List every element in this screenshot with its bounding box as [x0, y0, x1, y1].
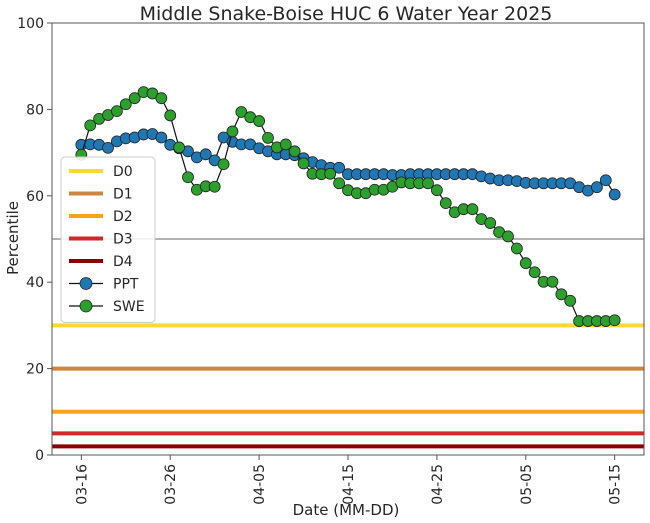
chart-title: Middle Snake-Boise HUC 6 Water Year 2025 — [140, 3, 553, 25]
point-swe-23 — [279, 138, 292, 151]
y-tick-label-80: 80 — [26, 102, 44, 118]
point-swe-60 — [608, 314, 621, 327]
point-swe-41 — [439, 197, 452, 210]
y-tick-label-40: 40 — [26, 275, 44, 291]
point-swe-4 — [110, 105, 123, 118]
point-swe-49 — [510, 242, 523, 255]
point-swe-25 — [297, 157, 310, 170]
point-swe-55 — [564, 294, 577, 307]
x-tick-label-04-15: 04-15 — [341, 464, 357, 505]
point-ppt-29 — [333, 161, 346, 174]
y-axis-label: Percentile — [4, 201, 22, 275]
point-swe-17 — [226, 125, 239, 138]
legend-label-ppt: PPT — [113, 277, 139, 293]
point-swe-51 — [528, 266, 541, 279]
point-swe-24 — [288, 145, 301, 158]
legend-label-d4: D4 — [113, 254, 133, 270]
legend-label-d3: D3 — [113, 232, 133, 248]
point-swe-15 — [208, 180, 221, 193]
point-swe-10 — [164, 109, 177, 122]
point-swe-1 — [84, 119, 97, 132]
x-tick-label-05-15: 05-15 — [608, 464, 624, 505]
point-swe-20 — [253, 115, 266, 127]
y-tick-label-0: 0 — [35, 448, 44, 464]
legend-label-d1: D1 — [113, 187, 133, 203]
x-tick-label-03-26: 03-26 — [163, 464, 179, 505]
point-swe-48 — [502, 230, 514, 243]
y-tick-label-60: 60 — [26, 189, 44, 205]
point-swe-6 — [128, 92, 141, 105]
point-swe-16 — [217, 158, 230, 171]
axes: 0 20 40 60 80 100 03-16 03-26 04-05 04-15 04-25 05-… — [17, 16, 645, 505]
point-swe-5 — [119, 98, 132, 111]
y-tick-label-20: 20 — [26, 362, 44, 378]
point-swe-18 — [235, 106, 248, 118]
x-tick-label-04-05: 04-05 — [252, 464, 268, 505]
point-ppt-14 — [199, 148, 212, 161]
x-tick-label-03-16: 03-16 — [74, 464, 90, 505]
legend-marker-swe — [79, 299, 93, 313]
point-swe-9 — [155, 92, 168, 105]
point-swe-29 — [333, 177, 346, 190]
y-tick-label-100: 100 — [17, 16, 44, 32]
point-ppt-3 — [102, 141, 114, 154]
point-swe-40 — [430, 184, 443, 197]
legend-label-d0: D0 — [113, 164, 133, 180]
point-swe-21 — [262, 132, 274, 144]
point-swe-50 — [519, 257, 532, 270]
legend-label-swe: SWE — [113, 299, 145, 315]
point-swe-53 — [546, 275, 559, 288]
drought-lines — [52, 323, 644, 449]
point-swe-11 — [173, 141, 186, 154]
point-swe-46 — [484, 217, 497, 229]
point-swe-54 — [555, 288, 568, 301]
point-ppt-58 — [590, 181, 603, 194]
x-tick-label-05-05: 05-05 — [519, 464, 535, 505]
x-axis-label: Date (MM-DD) — [293, 501, 400, 519]
point-ppt-59 — [599, 174, 612, 187]
point-ppt-60 — [608, 188, 621, 201]
legend-marker-ppt — [79, 277, 93, 290]
series-layer — [75, 86, 621, 327]
point-swe-39 — [422, 177, 434, 190]
point-swe-44 — [466, 203, 479, 216]
point-ppt-9 — [155, 131, 168, 144]
x-tick-label-04-25: 04-25 — [430, 464, 446, 505]
point-swe-28 — [324, 167, 337, 180]
point-swe-12 — [182, 171, 194, 184]
legend-label-d2: D2 — [113, 209, 133, 225]
legend: D0 D1 D2 D3 D4 PPT SWE — [60, 156, 156, 323]
